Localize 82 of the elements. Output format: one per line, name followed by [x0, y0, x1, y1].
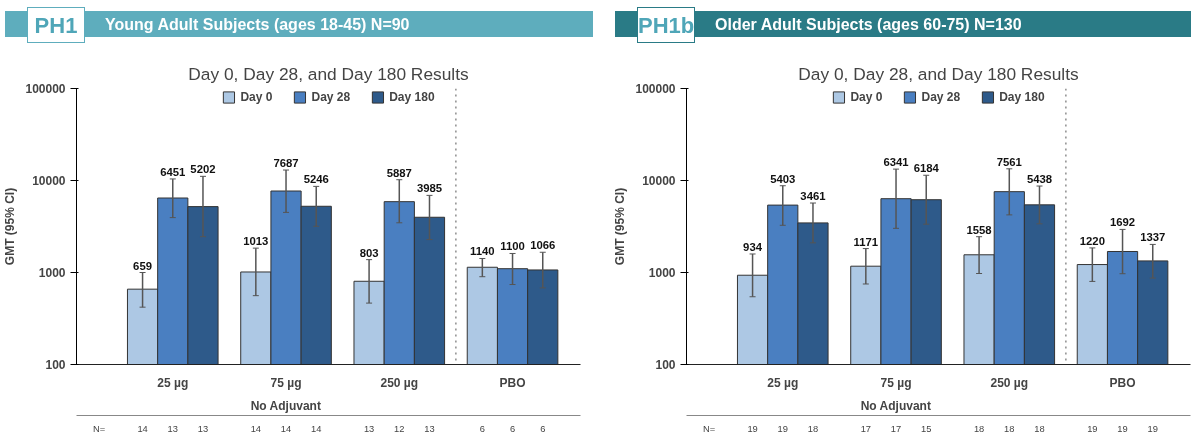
text: 18 [1034, 423, 1045, 434]
data-label: 7687 [273, 157, 299, 170]
text: 14 [250, 423, 262, 434]
data-label: 5438 [1026, 173, 1053, 186]
data-label: 1558 [966, 223, 992, 236]
text: 19 [1117, 423, 1128, 434]
data-label: 5403 [770, 172, 796, 185]
text: N= [93, 423, 106, 434]
data-label: 6451 [160, 165, 186, 178]
y-axis-title: GMT (95% CI) [613, 187, 628, 266]
data-label: 1337 [1140, 231, 1166, 244]
data-label: 934 [743, 240, 763, 253]
data-label: 1140 [470, 245, 495, 258]
y-tick-label: 10000 [32, 174, 66, 188]
text: PH1 [27, 7, 85, 43]
text: 6 [540, 423, 546, 434]
data-label: 1171 [853, 235, 879, 248]
text: 12 [394, 423, 405, 434]
legend-label: Day 28 [311, 90, 351, 104]
text: 6 [509, 423, 516, 434]
data-label: 1220 [1079, 234, 1105, 247]
data-label: 6341 [883, 156, 909, 169]
data-label: 5887 [386, 166, 412, 179]
legend-label: Day 28 [921, 90, 961, 104]
text: 17 [860, 423, 872, 434]
text: No Adjuvant [250, 398, 321, 413]
chart-title: Young Adult Subjects (ages 18-45) N=90 [105, 15, 410, 35]
data-label: 659 [133, 259, 153, 272]
y-axis-title: GMT (95% CI) [3, 187, 18, 266]
data-label: 803 [359, 246, 379, 259]
text: 13 [363, 423, 375, 434]
y-tick-label: 100 [655, 358, 676, 372]
legend-label: Day 180 [389, 90, 435, 104]
text: 19 [747, 423, 758, 434]
y-tick-label: 100000 [25, 82, 66, 96]
y-tick-label: 1000 [38, 266, 66, 280]
data-label: 6184 [913, 162, 940, 175]
text: 17 [890, 423, 902, 434]
text: 14 [137, 423, 148, 434]
legend-label: Day 180 [999, 90, 1045, 104]
data-label: 3985 [416, 182, 443, 195]
text: 18 [1004, 423, 1015, 434]
text: 14 [280, 423, 292, 434]
text: 6 [479, 423, 485, 434]
text: 13 [424, 423, 435, 434]
data-label: 1692 [1109, 216, 1136, 229]
text: 19 [777, 423, 788, 434]
legend-label: Day 0 [850, 90, 883, 104]
legend-label: Day 0 [240, 90, 273, 104]
text: No Adjuvant [860, 398, 931, 413]
x-tick-label: 250 µg [380, 375, 419, 390]
text: 19 [1147, 423, 1158, 434]
x-tick-label: 75 µg [880, 375, 912, 390]
y-tick-label: 10000 [642, 174, 676, 188]
data-label: 1066 [530, 239, 556, 252]
x-tick-label: PBO [499, 375, 526, 390]
chart-subtitle: Day 0, Day 28, and Day 180 Results [798, 63, 1079, 84]
data-label: 7561 [996, 155, 1022, 168]
data-label: 3461 [800, 190, 826, 203]
data-label: 5246 [303, 173, 329, 186]
x-tick-label: 25 µg [157, 375, 189, 390]
data-label: 1013 [243, 235, 269, 248]
text: 14 [311, 423, 322, 434]
text: 19 [1087, 423, 1098, 434]
chart-subtitle: Day 0, Day 28, and Day 180 Results [188, 63, 469, 84]
x-tick-label: 25 µg [767, 375, 799, 390]
y-tick-label: 100000 [635, 82, 676, 96]
text: 13 [167, 423, 178, 434]
x-tick-label: 75 µg [270, 375, 302, 390]
data-label: 5202 [190, 163, 216, 176]
y-tick-label: 100 [45, 358, 66, 372]
text: 18 [973, 423, 985, 434]
y-tick-label: 1000 [648, 266, 676, 280]
text: 15 [921, 423, 932, 434]
data-label: 1100 [500, 240, 525, 253]
text: 18 [807, 423, 819, 434]
x-tick-label: 250 µg [990, 375, 1029, 390]
chart-title: Older Adult Subjects (ages 60-75) N=130 [715, 15, 1022, 35]
text: PH1b [637, 7, 695, 43]
text: 13 [197, 423, 209, 434]
x-tick-label: PBO [1109, 375, 1136, 390]
text: N= [703, 423, 716, 434]
